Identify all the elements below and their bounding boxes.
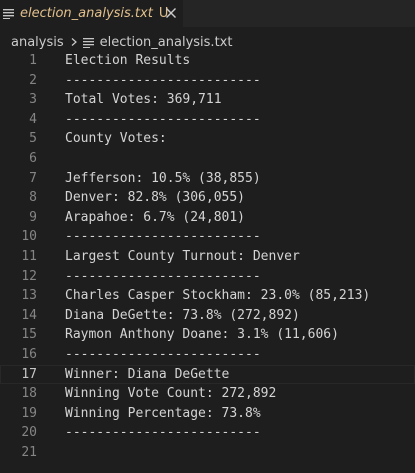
line-number: 18 (21, 386, 37, 402)
chevron-right-icon (71, 38, 77, 46)
line-text: Jefferson: 10.5% (38,855) (65, 170, 261, 186)
line-text: County Votes: (65, 131, 167, 147)
editor-line[interactable]: 12 ------------------------- (0, 267, 415, 287)
text-editor[interactable]: 1 Election Results 2 ----------------------… (0, 51, 415, 473)
editor-line[interactable]: 8 Denver: 82.8% (306,055) (0, 188, 415, 208)
line-number: 21 (21, 444, 37, 460)
editor-line[interactable]: 2 ------------------------- (0, 71, 415, 91)
line-text: Winner: Diana DeGette (65, 366, 230, 382)
tab-election-analysis[interactable]: election_analysis.txt U (0, 0, 183, 27)
editor-line[interactable]: 20 ------------------------- (0, 423, 415, 443)
line-number: 9 (29, 209, 37, 225)
editor-line[interactable]: 13 Charles Casper Stockham: 23.0% (85,213… (0, 286, 415, 306)
breadcrumb-file[interactable]: election_analysis.txt (99, 34, 233, 50)
line-text: ------------------------- (65, 425, 261, 441)
editor-line[interactable]: 19 Winning Percentage: 73.8% (0, 404, 415, 424)
line-number: 16 (21, 346, 37, 362)
editor-line[interactable]: 16 ------------------------- (0, 345, 415, 365)
line-text: Winning Percentage: 73.8% (65, 405, 261, 421)
editor-line[interactable]: 7 Jefferson: 10.5% (38,855) (0, 169, 415, 189)
editor-line[interactable]: 4 ------------------------- (0, 110, 415, 130)
editor-line[interactable]: 11 Largest County Turnout: Denver (0, 247, 415, 267)
line-number: 19 (21, 405, 37, 421)
editor-line[interactable]: 17 Winner: Diana DeGette (0, 364, 415, 385)
editor-line[interactable]: 18 Winning Vote Count: 272,892 (0, 384, 415, 404)
line-number: 5 (29, 131, 37, 147)
line-text: Raymon Anthony Doane: 3.1% (11,606) (65, 327, 339, 343)
line-number: 4 (29, 111, 37, 127)
editor-line[interactable]: 15 Raymon Anthony Doane: 3.1% (11,606) (0, 325, 415, 345)
line-text: ------------------------- (65, 346, 261, 362)
editor-line[interactable]: 3 Total Votes: 369,711 (0, 90, 415, 110)
line-number: 20 (21, 425, 37, 441)
close-icon[interactable] (164, 6, 178, 20)
editor-line[interactable]: 9 Arapahoe: 6.7% (24,801) (0, 208, 415, 228)
editor-line[interactable]: 1 Election Results (0, 51, 415, 71)
line-number: 3 (29, 92, 37, 108)
line-text: ------------------------- (65, 111, 261, 127)
line-number: 6 (29, 150, 37, 166)
line-text: Arapahoe: 6.7% (24,801) (65, 209, 246, 225)
tab-filename: election_analysis.txt (20, 6, 153, 21)
line-number: 2 (29, 72, 37, 88)
editor-line[interactable]: 10 ------------------------- (0, 227, 415, 247)
line-number: 11 (21, 248, 37, 264)
line-text: ------------------------- (65, 72, 261, 88)
line-text: ------------------------- (65, 268, 261, 284)
editor-line[interactable]: 6 (0, 149, 415, 169)
editor-line[interactable]: 5 County Votes: (0, 129, 415, 149)
lines-file-icon (3, 9, 14, 19)
line-text: Diana DeGette: 73.8% (272,892) (65, 307, 300, 323)
line-text: ------------------------- (65, 229, 261, 245)
line-text: Election Results (65, 53, 191, 68)
line-number: 14 (21, 307, 37, 323)
editor-line[interactable]: 21 (0, 443, 415, 463)
editor-line[interactable]: 14 Diana DeGette: 73.8% (272,892) (0, 306, 415, 326)
line-number: 12 (21, 268, 37, 284)
line-number: 15 (21, 327, 37, 343)
lines-file-icon (82, 37, 94, 48)
line-text: Total Votes: 369,711 (65, 92, 222, 108)
line-number: 17 (21, 366, 37, 382)
line-text: Largest County Turnout: Denver (65, 248, 300, 264)
breadcrumb: analysis election_analysis.txt (0, 27, 415, 51)
line-number: 10 (21, 229, 37, 245)
breadcrumb-folder[interactable]: analysis (11, 34, 64, 50)
line-text: Charles Casper Stockham: 23.0% (85,213) (65, 288, 371, 304)
line-number: 1 (29, 53, 37, 68)
tab-bar: election_analysis.txt U (0, 0, 415, 27)
line-text: Denver: 82.8% (306,055) (65, 190, 246, 206)
tab-status-badge: U (158, 6, 169, 21)
line-number: 7 (29, 170, 37, 186)
line-text: Winning Vote Count: 272,892 (65, 386, 277, 402)
line-number: 8 (29, 190, 37, 206)
line-number: 13 (21, 288, 37, 304)
